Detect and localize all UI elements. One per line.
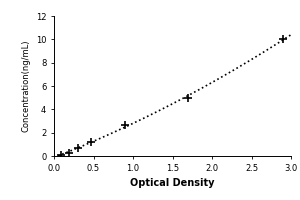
X-axis label: Optical Density: Optical Density (130, 178, 215, 188)
Y-axis label: Concentration(ng/mL): Concentration(ng/mL) (21, 40, 30, 132)
